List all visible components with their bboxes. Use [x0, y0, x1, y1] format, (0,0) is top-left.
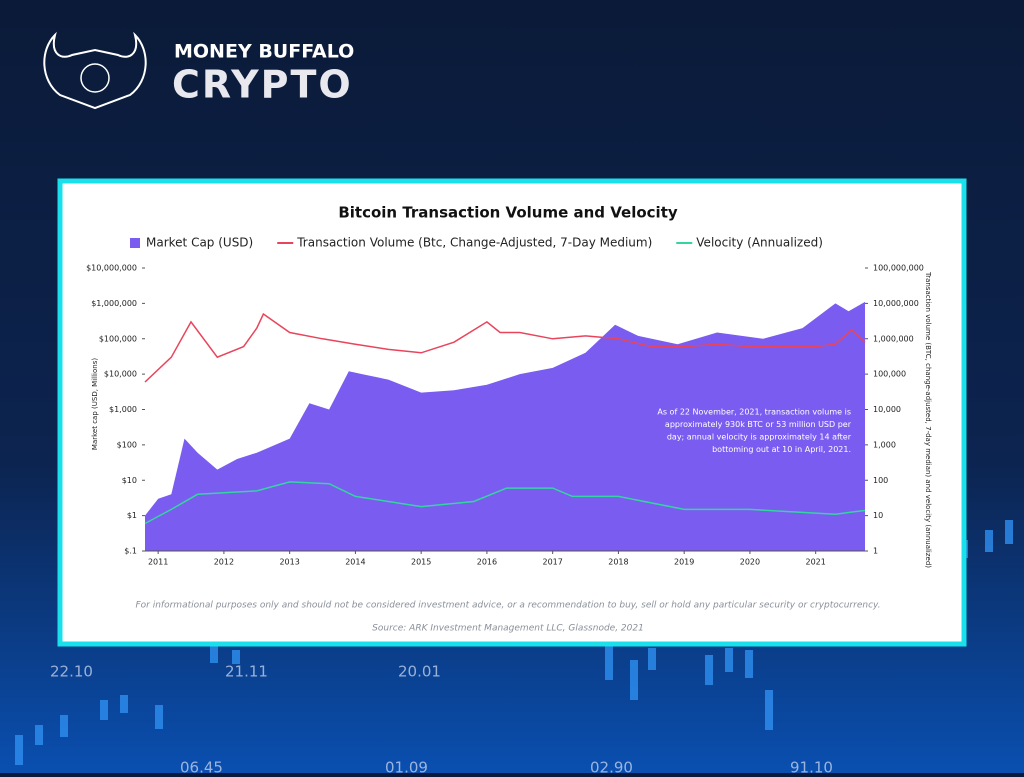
brand-name: MONEY BUFFALO — [174, 41, 354, 63]
y-tick-label: $.1 — [124, 547, 137, 556]
annotation: bottoming out at 10 in April, 2021. — [712, 445, 851, 454]
x-tick-label: 2019 — [674, 558, 694, 567]
x-tick-label: 2018 — [608, 558, 628, 567]
series-line — [144, 312, 866, 383]
x-tick-label: 2017 — [542, 558, 562, 567]
legend-label: Velocity (Annualized) — [696, 236, 823, 250]
logo-buffalo — [43, 31, 147, 110]
x-tick-label: 2012 — [214, 558, 234, 567]
y-tick-label: $1,000,000 — [91, 299, 137, 308]
background-label: 20.01 — [398, 663, 441, 681]
y-tick-label: $1 — [127, 511, 137, 520]
background-label: 21.11 — [225, 663, 268, 681]
brand-product: CRYPTO — [172, 63, 353, 107]
y-tick-label: $10 — [122, 476, 137, 485]
source: Source: ARK Investment Management LLC, G… — [372, 624, 644, 634]
y-axis-label: Market cap (USD, Millions) — [91, 358, 99, 450]
y2-axis-label: Transaction volume (BTC, change-adjusted… — [924, 271, 932, 568]
annotation: As of 22 November, 2021, transaction vol… — [657, 408, 851, 417]
legend-swatch — [130, 238, 140, 248]
background-label: 01.09 — [385, 759, 428, 774]
y-tick-label: $10,000,000 — [86, 264, 137, 273]
y2-tick-label: 1 — [873, 547, 878, 556]
series-area — [145, 301, 865, 551]
series-line — [144, 481, 866, 525]
x-tick-label: 2013 — [279, 558, 299, 567]
x-tick-label: 2016 — [477, 558, 497, 567]
decorative-candles — [15, 520, 1013, 765]
y-tick-label: $1,000 — [109, 405, 137, 414]
annotation: approximately 930k BTC or 53 million USD… — [665, 420, 852, 429]
y-tick-label: $100,000 — [99, 334, 137, 343]
chart-title: Bitcoin Transaction Volume and Velocity — [338, 204, 678, 222]
background-label: 22.10 — [50, 663, 93, 681]
legend-label: Transaction Volume (Btc, Change-Adjusted… — [296, 236, 652, 250]
legend-label: Market Cap (USD) — [146, 236, 253, 250]
y2-tick-label: 100,000 — [873, 370, 906, 379]
background-label: 91.10 — [790, 759, 833, 774]
x-tick-label: 2014 — [345, 558, 365, 567]
x-tick-label: 2021 — [806, 558, 826, 567]
logo-face — [80, 63, 110, 93]
logo: MONEY BUFFALO CRYPTO — [43, 31, 354, 110]
y2-tick-label: 100,000,000 — [873, 264, 924, 273]
x-tick-label: 2020 — [740, 558, 760, 567]
y2-tick-label: 1,000,000 — [873, 334, 914, 343]
x-tick-label: 2011 — [148, 558, 168, 567]
footnote: For informational purposes only and shou… — [135, 601, 880, 611]
y-tick-label: $100 — [117, 440, 137, 449]
y2-tick-label: 100 — [873, 476, 888, 485]
y2-tick-label: 10,000,000 — [873, 299, 919, 308]
background-label: 06.45 — [180, 759, 223, 774]
y2-tick-label: 1,000 — [873, 440, 896, 449]
background-label: 02.90 — [590, 759, 633, 774]
y-tick-label: $10,000 — [104, 370, 137, 379]
y2-tick-label: 10 — [873, 511, 883, 520]
x-tick-label: 2015 — [411, 558, 431, 567]
y2-tick-label: 10,000 — [873, 405, 901, 414]
annotation: day; annual velocity is approximately 14… — [667, 433, 852, 442]
